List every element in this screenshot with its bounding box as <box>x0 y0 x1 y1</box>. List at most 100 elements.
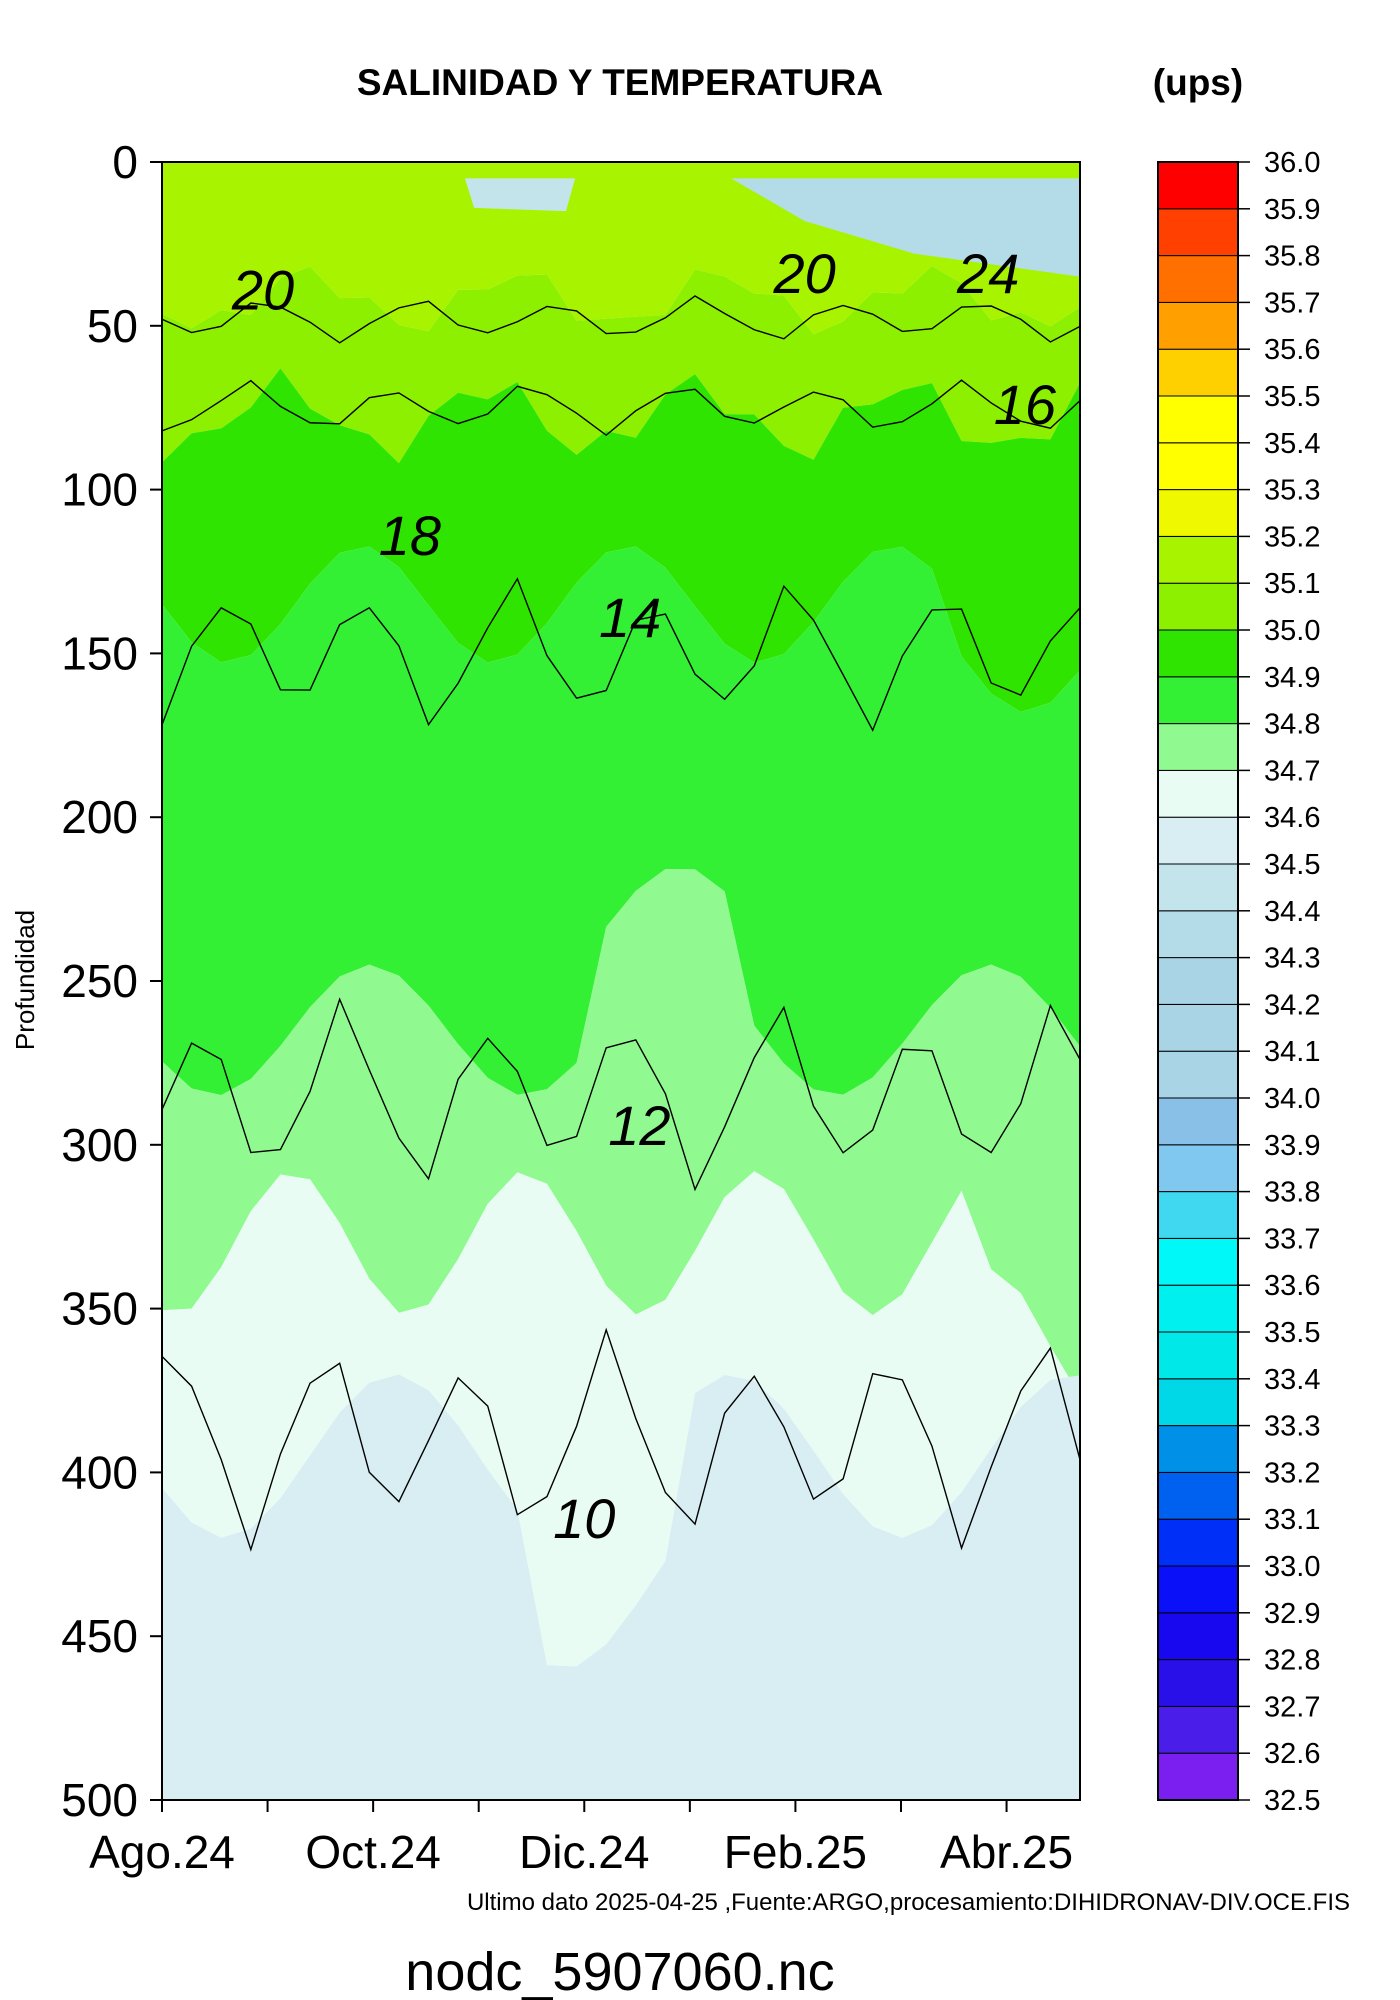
colorbar-tick-label: 32.6 <box>1264 1738 1320 1770</box>
colorbar-swatch <box>1157 255 1239 303</box>
colorbar-tick-label: 33.4 <box>1264 1364 1320 1396</box>
colorbar: 32.5 32.6 32.7 32.8 32.9 33.0 33.1 33.2 33.3 33.4… <box>1157 147 1320 1817</box>
colorbar-swatch <box>1157 1378 1239 1427</box>
x-tick-label: Dic.24 <box>519 1826 649 1878</box>
plot-area: 20 18 20 24 16 14 12 10 <box>161 161 1081 1801</box>
colorbar-swatch <box>1157 535 1239 584</box>
colorbar-swatch <box>1157 348 1239 397</box>
colorbar-swatch <box>1157 489 1239 537</box>
colorbar-swatch <box>1157 1003 1239 1052</box>
salinity-band-35-1 <box>162 266 1080 464</box>
colorbar-tick-label: 35.4 <box>1264 428 1320 460</box>
salinity-surface-patch <box>731 178 1080 277</box>
colorbar-swatch <box>1157 1284 1239 1333</box>
colorbar-swatch <box>1157 863 1239 912</box>
salinity-band-34-8 <box>162 869 1080 1397</box>
y-tick-label: 300 <box>61 1119 138 1171</box>
x-tick-label: Ago.24 <box>89 1826 235 1878</box>
colorbar-tick-label: 33.6 <box>1264 1270 1320 1302</box>
y-tick-label: 400 <box>61 1446 138 1498</box>
colorbar-tick-label: 33.8 <box>1264 1177 1320 1209</box>
y-tick-label: 200 <box>61 791 138 843</box>
colorbar-tick-label: 33.5 <box>1264 1317 1320 1349</box>
y-tick-label: 350 <box>61 1283 138 1335</box>
colorbar-tick-label: 34.1 <box>1264 1036 1320 1068</box>
temperature-contour-18 <box>161 295 1081 344</box>
colorbar-tick-label: 34.6 <box>1264 802 1320 834</box>
salinity-band-34-7 <box>162 1171 1080 1667</box>
colorbar-swatch <box>1157 301 1239 350</box>
contour-label: 20 <box>231 258 294 321</box>
colorbar-swatch <box>1157 816 1239 865</box>
y-tick-label: 500 <box>61 1774 138 1826</box>
colorbar-tick-label: 32.8 <box>1264 1645 1320 1677</box>
colorbar-swatch <box>1157 1144 1239 1193</box>
x-tick-label: Feb.25 <box>724 1826 867 1878</box>
colorbar-tick-label: 35.1 <box>1264 568 1320 600</box>
x-tick-label: Abr.25 <box>940 1826 1073 1878</box>
footer-note: Ultimo dato 2025-04-25 ,Fuente:ARGO,proc… <box>467 1889 1350 1916</box>
colorbar-swatch <box>1157 208 1239 257</box>
colorbar-swatch <box>1157 1191 1239 1239</box>
colorbar-swatch <box>1157 723 1239 771</box>
colorbar-swatch <box>1157 1705 1239 1754</box>
colorbar-tick-label: 34.8 <box>1264 709 1320 741</box>
colorbar-swatch <box>1157 676 1239 725</box>
temperature-contour-12 <box>161 997 1081 1192</box>
y-tick-label: 50 <box>87 300 138 352</box>
colorbar-tick-label: 35.6 <box>1264 334 1320 366</box>
y-axis: 0 50 100 150 200 250 300 350 400 450 500 <box>61 136 162 1826</box>
contour-label: 14 <box>599 586 661 649</box>
colorbar-tick-label: 33.2 <box>1264 1457 1320 1489</box>
y-tick-label: 100 <box>61 464 138 516</box>
colorbar-swatch <box>1157 910 1239 959</box>
colorbar-swatch <box>1157 1331 1239 1380</box>
y-tick-label: 150 <box>61 627 138 679</box>
colorbar-swatch <box>1157 1752 1239 1801</box>
colorbar-swatch <box>1157 161 1239 210</box>
colorbar-tick-label: 33.0 <box>1264 1551 1320 1583</box>
temperature-contour-labels: 20 18 20 24 16 14 12 10 <box>231 242 1057 1550</box>
colorbar-tick-label: 34.4 <box>1264 896 1320 928</box>
colorbar-tick-label: 35.2 <box>1264 521 1320 553</box>
colorbar-swatch <box>1157 582 1239 631</box>
salinity-band-34-6 <box>162 1374 1080 1800</box>
file-label: nodc_5907060.nc <box>405 1942 834 2000</box>
x-tick-label: Oct.24 <box>305 1826 441 1878</box>
salinity-band-35 <box>162 368 1080 712</box>
colorbar-swatch <box>1157 957 1239 1005</box>
x-axis: Ago.24 Oct.24 Dic.24 Feb.25 Abr.25 <box>89 1800 1073 1878</box>
colorbar-tick-label: 35.9 <box>1264 194 1320 226</box>
temperature-contour-10 <box>161 1327 1081 1552</box>
colorbar-tick-label: 35.8 <box>1264 241 1320 273</box>
colorbar-tick-label: 33.3 <box>1264 1411 1320 1443</box>
salinity-surface-patch-2 <box>464 178 576 212</box>
temperature-contour-14 <box>161 577 1081 732</box>
colorbar-swatch <box>1157 1425 1239 1473</box>
colorbar-tick-label: 34.3 <box>1264 943 1320 975</box>
colorbar-swatch <box>1157 395 1239 444</box>
chart-title: SALINIDAD Y TEMPERATURA <box>357 62 883 103</box>
colorbar-tick-label: 34.0 <box>1264 1083 1320 1115</box>
colorbar-tick-label: 34.9 <box>1264 662 1320 694</box>
colorbar-swatch <box>1157 1471 1239 1520</box>
salinity-band-34-9 <box>162 546 1080 1096</box>
colorbar-tick-label: 35.0 <box>1264 615 1320 647</box>
colorbar-tick-label: 32.9 <box>1264 1598 1320 1630</box>
colorbar-swatch <box>1157 769 1239 818</box>
colorbar-tick-label: 34.2 <box>1264 989 1320 1021</box>
colorbar-swatch <box>1157 1565 1239 1614</box>
contour-label: 20 <box>772 242 835 305</box>
colorbar-tick-label: 35.5 <box>1264 381 1320 413</box>
colorbar-swatch <box>1157 1097 1239 1146</box>
colorbar-tick-label: 32.5 <box>1264 1785 1320 1817</box>
temperature-contours <box>161 295 1081 1552</box>
colorbar-tick-label: 33.9 <box>1264 1130 1320 1162</box>
colorbar-swatch <box>1157 1518 1239 1567</box>
colorbar-swatch <box>1157 1659 1239 1707</box>
salinity-bands <box>162 162 1080 1800</box>
colorbar-tick-label: 35.7 <box>1264 287 1320 319</box>
y-tick-label: 450 <box>61 1610 138 1662</box>
contour-label: 24 <box>956 242 1019 305</box>
